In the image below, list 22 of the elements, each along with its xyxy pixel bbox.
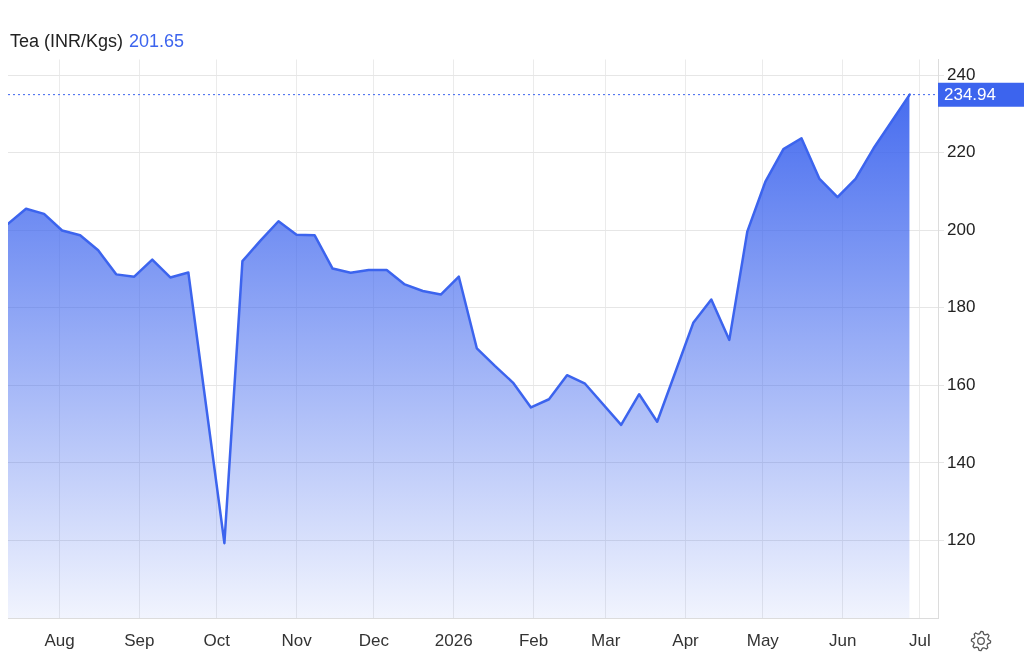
x-tick-label: Aug: [44, 630, 75, 650]
ref-line-label: 234.94: [944, 85, 996, 105]
x-tick-label: Dec: [358, 630, 390, 650]
x-tick-label: Feb: [518, 630, 549, 650]
y-tick-label: 140: [947, 452, 976, 472]
x-tick-label: 2026: [434, 630, 473, 650]
y-tick-label: 120: [947, 530, 976, 550]
y-tick-label: 180: [947, 297, 976, 317]
text: 201.65: [129, 31, 185, 51]
x-tick-label: Jun: [828, 630, 857, 650]
x-tick-label: Nov: [281, 630, 313, 650]
x-tick-label: May: [746, 630, 780, 650]
y-tick-label: 240: [947, 64, 976, 84]
x-tick-label: Sep: [124, 630, 155, 650]
chart-title: Tea (INR/Kgs): [10, 31, 124, 51]
x-tick-label: Apr: [672, 630, 700, 650]
y-tick-label: 200: [947, 219, 976, 239]
y-tick-label: 220: [947, 142, 976, 162]
x-tick-label: Oct: [203, 630, 231, 650]
y-tick-label: 160: [947, 374, 976, 394]
x-tick-label: Mar: [591, 630, 621, 650]
x-tick-label: Jul: [909, 630, 931, 650]
